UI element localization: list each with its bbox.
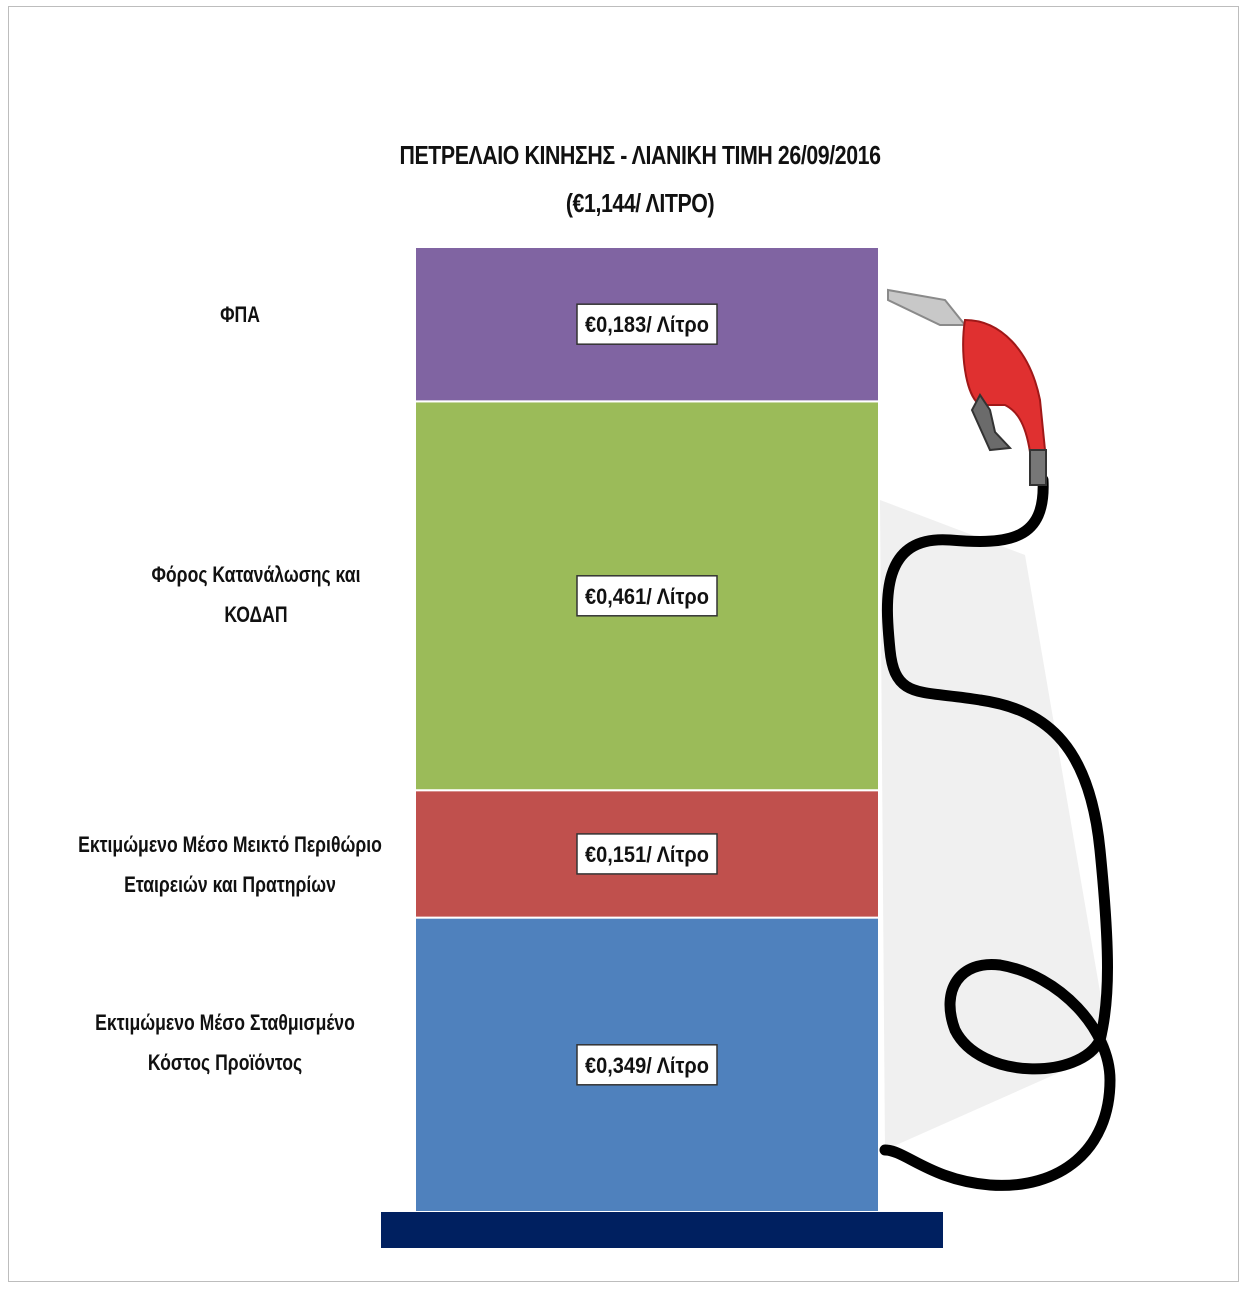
data-label: €0,151/ Λίτρο [585, 842, 709, 867]
fuel-nozzle-icon [887, 288, 1047, 486]
data-label: €0,183/ Λίτρο [585, 312, 709, 337]
category-label-margin: Εκτιμώμενο Μέσο Μεικτό Περιθώριο Εταιρει… [78, 832, 382, 897]
data-label: €0,461/ Λίτρο [585, 584, 709, 609]
data-label-box [576, 833, 718, 875]
data-label-box [576, 303, 718, 345]
category-label-excise: Φόρος Κατανάλωσης και ΚΟΔΑΠ [151, 562, 361, 627]
chart-title: ΠΕΤΡΕΛΑΙΟ ΚΙΝΗΣΗΣ - ΛΙΑΝΙΚΗ ΤΙΜΗ 26/09/2… [399, 140, 881, 170]
hose-shadow [880, 500, 1110, 1150]
data-label-box [576, 575, 718, 617]
pump-base [381, 1212, 943, 1248]
figure-frame [8, 6, 1239, 1282]
data-label: €0,349/ Λίτρο [585, 1053, 709, 1078]
data-label-box [576, 1044, 718, 1086]
chart-subtitle: (€1,144/ ΛΙΤΡΟ) [565, 188, 715, 218]
fuel-hose [879, 474, 1116, 1191]
category-label-product-cost: Εκτιμώμενο Μέσο Σταθμισμένο Κόστος Προϊό… [95, 1010, 355, 1075]
category-label-vat: ΦΠΑ [220, 302, 260, 327]
